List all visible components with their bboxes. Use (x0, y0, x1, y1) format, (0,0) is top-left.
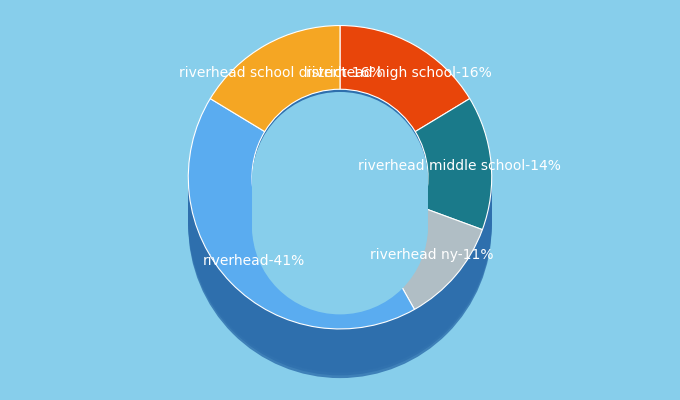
Ellipse shape (188, 34, 492, 337)
Ellipse shape (188, 58, 492, 362)
Ellipse shape (188, 53, 492, 356)
Wedge shape (210, 26, 340, 132)
Ellipse shape (188, 69, 492, 373)
Ellipse shape (252, 138, 428, 314)
Ellipse shape (188, 75, 492, 378)
Ellipse shape (252, 133, 428, 309)
Ellipse shape (252, 108, 428, 284)
Ellipse shape (252, 136, 428, 312)
Ellipse shape (188, 39, 492, 343)
Ellipse shape (188, 31, 492, 334)
Ellipse shape (252, 100, 428, 276)
Ellipse shape (252, 106, 428, 282)
Wedge shape (188, 98, 414, 329)
Ellipse shape (188, 47, 492, 351)
Ellipse shape (252, 119, 428, 295)
Text: riverhead school district-16%: riverhead school district-16% (180, 66, 383, 80)
Wedge shape (340, 26, 470, 132)
Ellipse shape (252, 95, 428, 271)
Ellipse shape (252, 98, 428, 274)
Ellipse shape (188, 28, 492, 332)
Ellipse shape (252, 128, 428, 304)
Ellipse shape (252, 103, 428, 279)
Wedge shape (383, 208, 482, 310)
Text: riverhead middle school-14%: riverhead middle school-14% (358, 159, 561, 173)
Ellipse shape (188, 64, 492, 367)
Ellipse shape (188, 42, 492, 345)
Ellipse shape (252, 114, 428, 290)
Ellipse shape (188, 45, 492, 348)
Ellipse shape (252, 125, 428, 301)
Ellipse shape (252, 92, 428, 268)
Ellipse shape (188, 56, 492, 359)
Text: riverhead ny-11%: riverhead ny-11% (369, 248, 493, 262)
Text: riverhead high school-16%: riverhead high school-16% (306, 66, 492, 80)
Ellipse shape (252, 122, 428, 298)
Text: riverhead-41%: riverhead-41% (203, 254, 305, 268)
Ellipse shape (188, 72, 492, 375)
Ellipse shape (188, 36, 492, 340)
Ellipse shape (188, 66, 492, 370)
Wedge shape (415, 98, 492, 230)
Ellipse shape (188, 50, 492, 354)
Ellipse shape (252, 130, 428, 306)
Ellipse shape (252, 116, 428, 292)
Ellipse shape (252, 111, 428, 287)
Ellipse shape (188, 61, 492, 364)
